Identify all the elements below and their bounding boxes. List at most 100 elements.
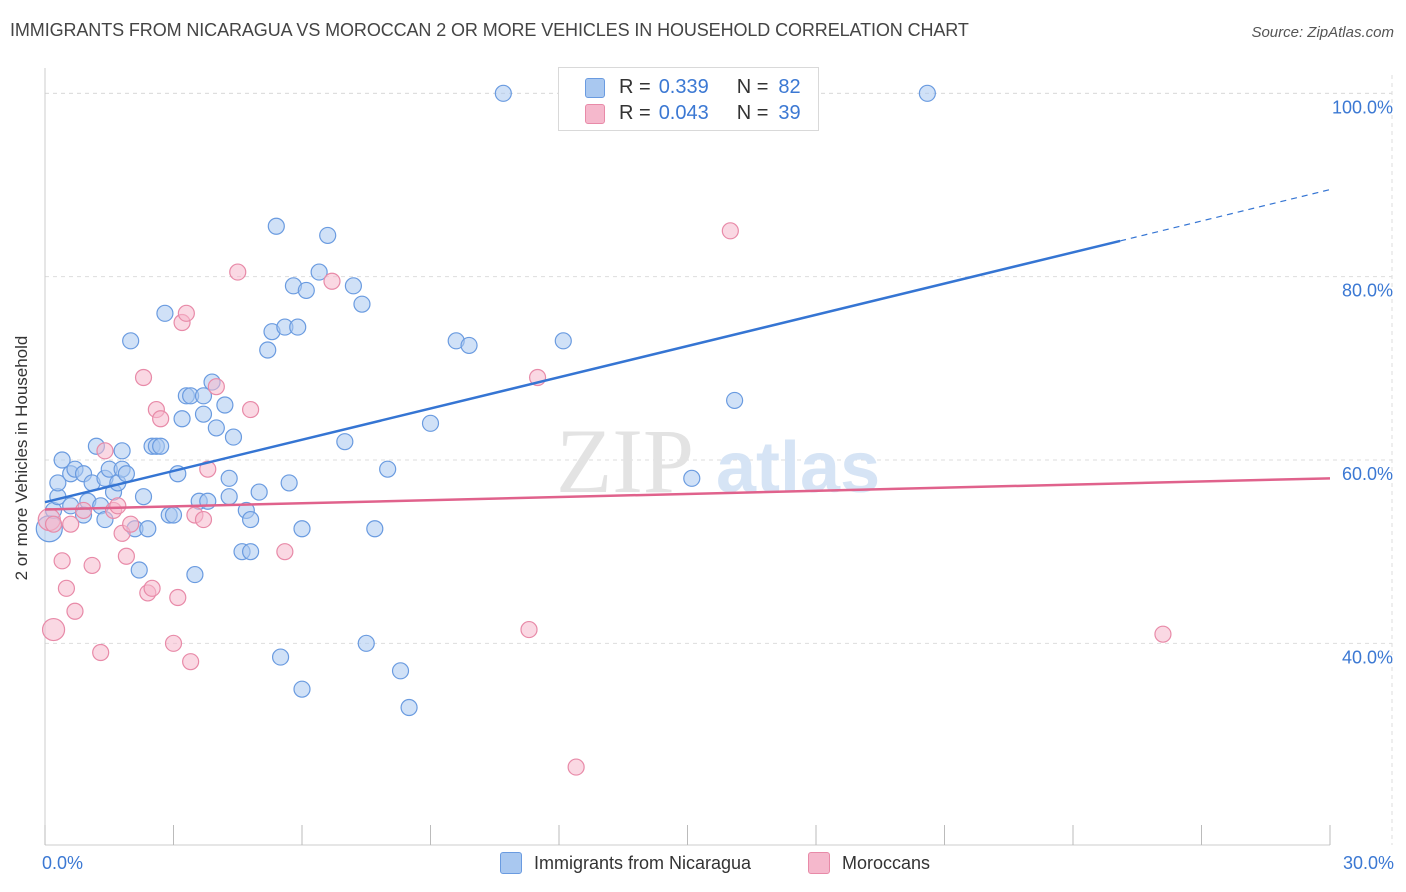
nicaragua-point bbox=[683, 469, 701, 487]
moroccan-point bbox=[152, 410, 170, 428]
nicaragua-point bbox=[271, 648, 290, 666]
moroccan-point bbox=[83, 556, 101, 575]
nicaragua-point bbox=[113, 442, 131, 460]
legend-swatch-pink bbox=[585, 104, 605, 124]
moroccan-point bbox=[721, 222, 739, 240]
nicaragua-trend-extension bbox=[1119, 189, 1331, 242]
moroccan-point bbox=[134, 368, 153, 387]
nicaragua-point bbox=[310, 263, 328, 281]
nicaragua-point bbox=[152, 437, 170, 455]
moroccan-point bbox=[66, 602, 84, 620]
moroccan-point bbox=[199, 460, 217, 478]
nicaragua-point bbox=[494, 84, 512, 102]
moroccan-point bbox=[62, 515, 80, 533]
nicaragua-point bbox=[224, 428, 243, 446]
nicaragua-point bbox=[267, 217, 285, 235]
legend-r-value: 0.339 bbox=[658, 75, 709, 98]
nicaragua-point bbox=[216, 396, 234, 414]
nicaragua-point bbox=[460, 336, 478, 355]
nicaragua-point bbox=[194, 387, 213, 405]
x-tick-label: 0.0% bbox=[42, 853, 83, 873]
moroccan-point bbox=[122, 515, 140, 533]
nicaragua-point bbox=[53, 451, 71, 469]
moroccan-point bbox=[207, 378, 225, 396]
nicaragua-point bbox=[293, 520, 311, 538]
nicaragua-point bbox=[139, 520, 157, 538]
watermark-atlas: atlas bbox=[716, 428, 880, 508]
nicaragua-point bbox=[49, 474, 67, 492]
nicaragua-point bbox=[122, 332, 140, 350]
source-credit: Source: ZipAtlas.com bbox=[1251, 24, 1394, 41]
nicaragua-point bbox=[207, 419, 225, 437]
moroccan-point bbox=[169, 588, 187, 607]
legend-n-label: N = bbox=[736, 75, 769, 98]
nicaragua-point bbox=[242, 510, 260, 529]
legend-n-value: 82 bbox=[778, 75, 801, 98]
moroccan-point bbox=[53, 552, 71, 570]
nicaragua-point bbox=[379, 460, 397, 478]
legend-row-moroccans: R = 0.043 N = 39 bbox=[585, 101, 801, 125]
nicaragua-point bbox=[117, 465, 135, 483]
moroccan-point bbox=[567, 758, 585, 776]
legend-r-label: R = bbox=[619, 75, 651, 98]
nicaragua-point bbox=[293, 680, 311, 698]
nicaragua-point bbox=[289, 318, 307, 336]
legend-r-label: R = bbox=[619, 101, 651, 124]
legend-label-moroccans: Moroccans bbox=[842, 852, 931, 873]
nicaragua-point bbox=[130, 561, 148, 579]
nicaragua-point bbox=[297, 281, 315, 300]
x-tick-label: 30.0% bbox=[1343, 853, 1394, 873]
nicaragua-point bbox=[357, 634, 375, 652]
legend-swatch-blue bbox=[500, 852, 522, 874]
nicaragua-point bbox=[250, 483, 268, 501]
nicaragua-point bbox=[726, 391, 744, 410]
nicaragua-point bbox=[164, 506, 183, 524]
moroccan-point bbox=[96, 442, 114, 460]
series-legend: Immigrants from Nicaragua Moroccans bbox=[0, 852, 1406, 878]
y-tick-label: 80.0% bbox=[1342, 281, 1393, 301]
moroccan-point bbox=[44, 515, 63, 533]
nicaragua-point bbox=[186, 565, 204, 584]
nicaragua-point bbox=[336, 433, 354, 451]
nicaragua-point bbox=[156, 304, 174, 322]
moroccan-point bbox=[242, 400, 260, 419]
nicaragua-point bbox=[134, 488, 153, 506]
nicaragua-point bbox=[220, 469, 238, 487]
nicaragua-point bbox=[319, 226, 337, 245]
moroccan-point bbox=[74, 501, 93, 520]
nicaragua-point bbox=[220, 488, 238, 506]
nicaragua-point bbox=[173, 410, 191, 428]
legend-item-nicaragua[interactable]: Immigrants from Nicaragua bbox=[500, 852, 751, 874]
legend-swatch-blue bbox=[585, 78, 605, 98]
nicaragua-point bbox=[554, 332, 572, 350]
chart-title: IMMIGRANTS FROM NICARAGUA VS MOROCCAN 2 … bbox=[10, 20, 969, 40]
y-tick-label: 40.0% bbox=[1342, 647, 1393, 667]
nicaragua-point bbox=[242, 543, 260, 561]
nicaragua-point bbox=[391, 662, 410, 680]
legend-n-label: N = bbox=[736, 101, 769, 124]
nicaragua-point bbox=[344, 277, 362, 295]
moroccan-point bbox=[109, 497, 127, 515]
moroccan-point bbox=[1154, 625, 1172, 643]
legend-label-nicaragua: Immigrants from Nicaragua bbox=[534, 852, 752, 873]
moroccan-point bbox=[323, 272, 341, 290]
legend-n-value: 39 bbox=[778, 101, 801, 124]
moroccan-point bbox=[229, 263, 247, 281]
moroccan-point bbox=[194, 510, 213, 529]
nicaragua-point bbox=[421, 414, 440, 432]
moroccan-point bbox=[182, 653, 200, 671]
nicaragua-point bbox=[366, 520, 384, 538]
y-tick-label: 100.0% bbox=[1332, 97, 1393, 117]
legend-item-moroccans[interactable]: Moroccans bbox=[808, 852, 930, 874]
stats-legend: R = 0.339 N = 82 R = 0.043 N = 39 bbox=[558, 67, 819, 131]
moroccan-point bbox=[41, 617, 66, 642]
y-tick-label: 60.0% bbox=[1342, 464, 1393, 484]
moroccan-point bbox=[520, 620, 538, 639]
nicaragua-point bbox=[400, 698, 418, 717]
nicaragua-point bbox=[259, 341, 277, 359]
legend-swatch-pink bbox=[808, 852, 830, 874]
nicaragua-point bbox=[280, 474, 298, 492]
moroccan-point bbox=[117, 547, 135, 565]
y-axis-label: 2 or more Vehicles in Household bbox=[12, 335, 31, 581]
moroccan-point bbox=[92, 643, 110, 662]
